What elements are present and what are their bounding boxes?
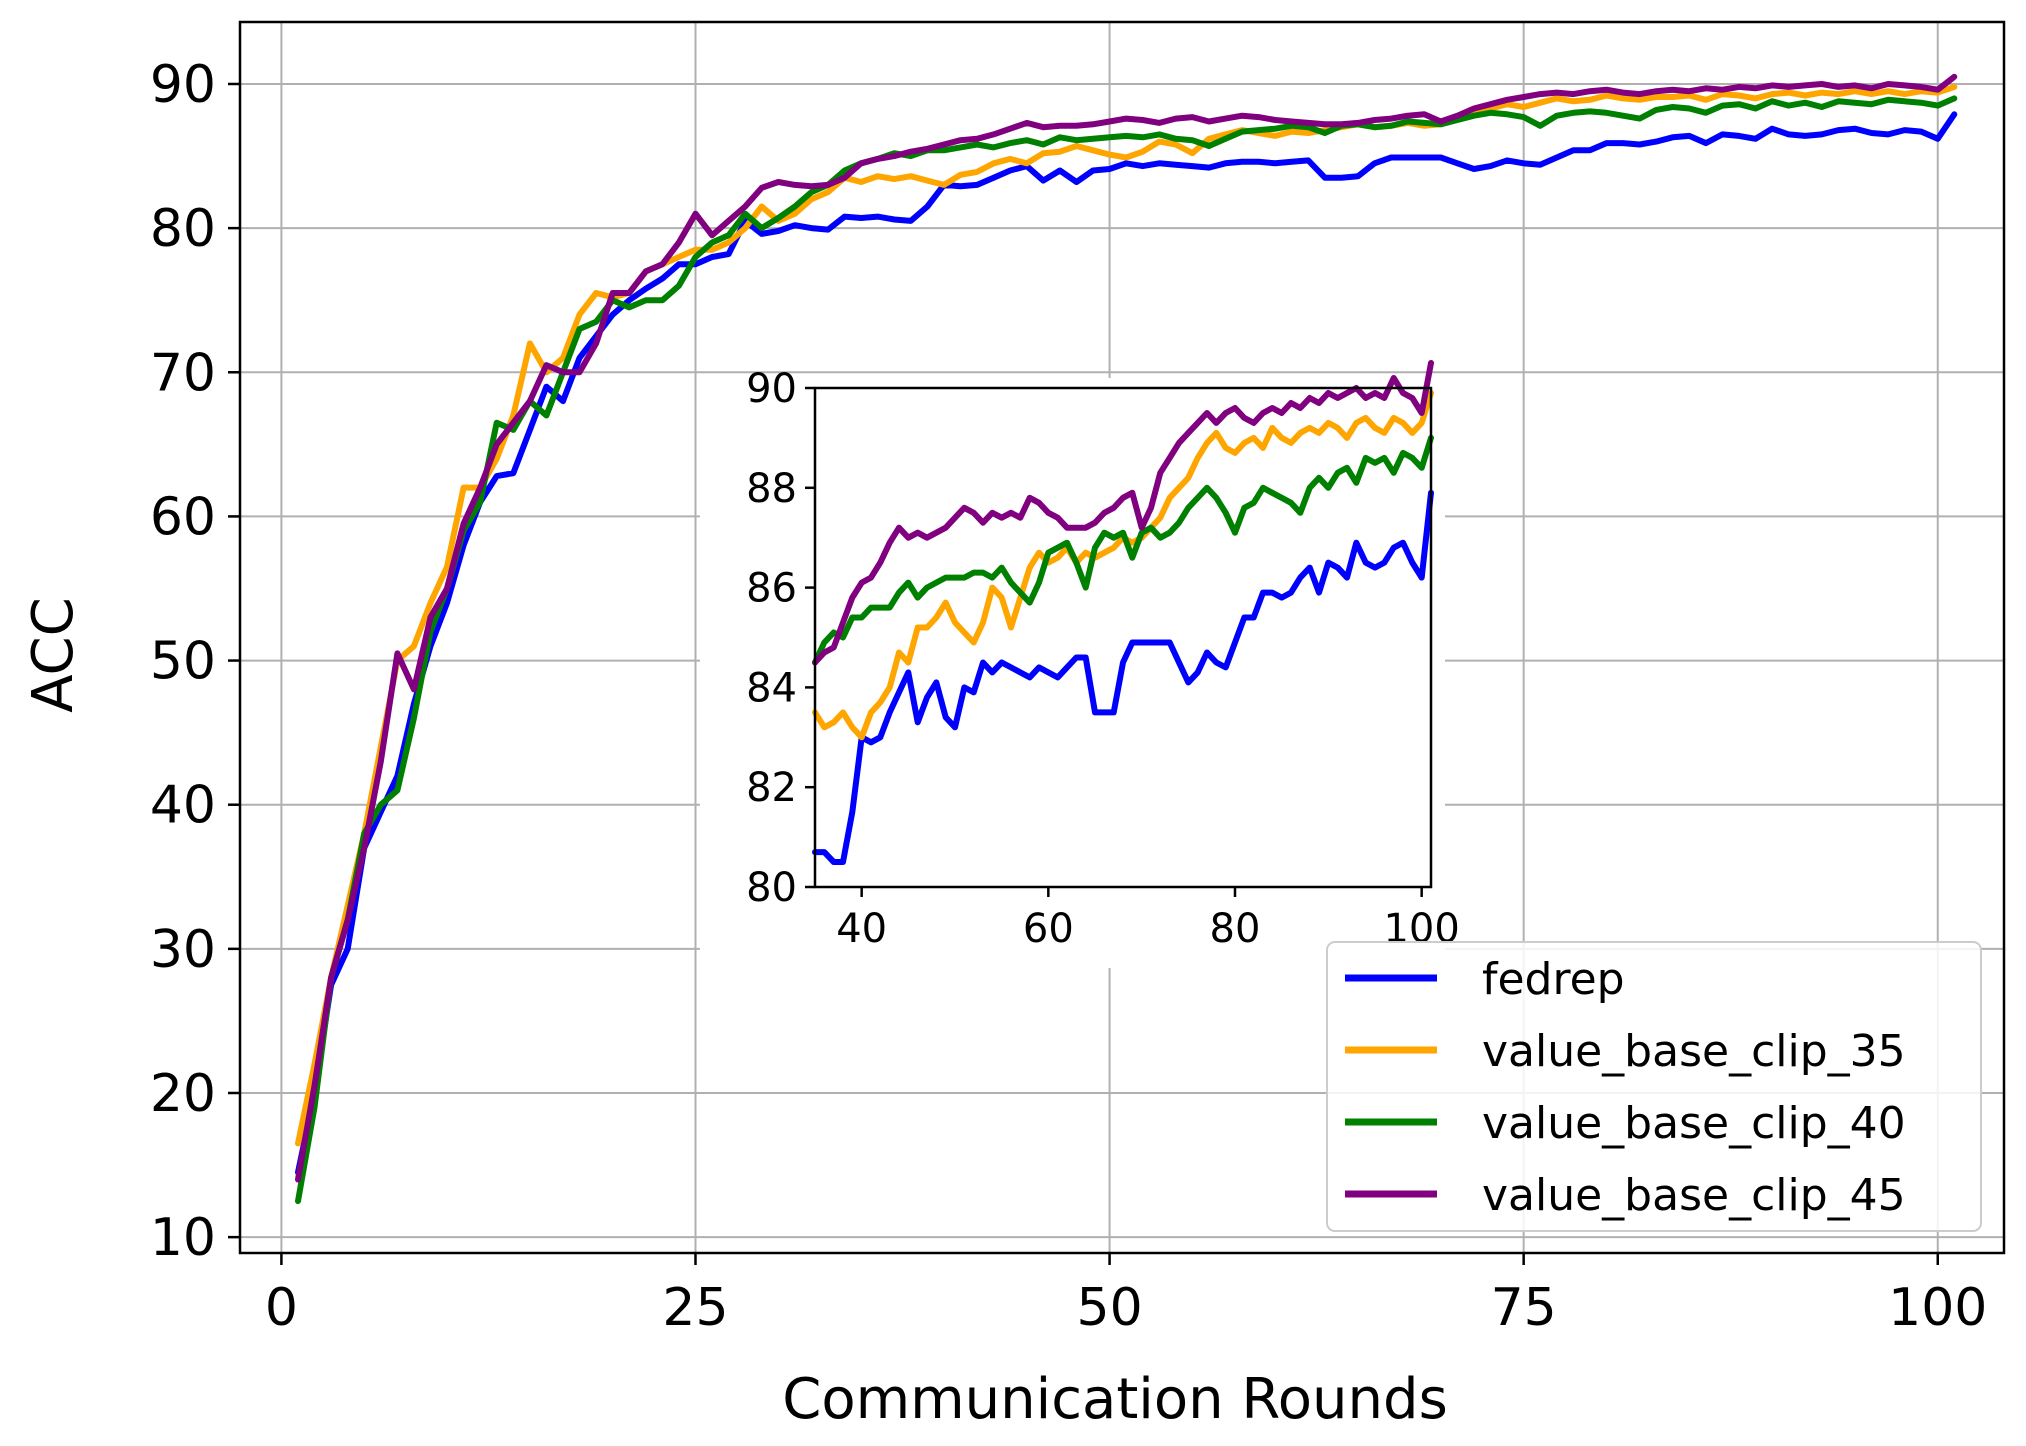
y-tick-label: 70 (150, 343, 216, 403)
inset-y-tick-label: 88 (746, 466, 797, 512)
inset-y-tick-label: 90 (746, 366, 797, 412)
x-tick-label: 25 (662, 1278, 728, 1338)
inset-series-line-value-base-clip-40 (812, 434, 1434, 666)
x-tick-label: 50 (1076, 1278, 1142, 1338)
legend-box (1326, 941, 1982, 1232)
inset-series-line-fedrep (812, 489, 1434, 865)
inset-y-tick-label: 86 (746, 566, 797, 612)
y-tick-label: 40 (150, 776, 216, 836)
inset-x-tick-label: 60 (1023, 906, 1074, 952)
y-tick-label: 80 (150, 199, 216, 259)
x-tick-label: 100 (1888, 1278, 1987, 1338)
inset-plot-area (812, 360, 1434, 865)
legend: fedrep value_base_clip_35 value_base_clip_… (1326, 941, 1982, 1232)
x-axis-label: Communication Rounds (782, 1367, 1448, 1432)
y-tick-label: 90 (150, 55, 216, 115)
legend-label: fedrep (1482, 954, 1625, 1005)
series-line-value-base-clip-45 (295, 73, 1958, 1183)
legend-label: value_base_clip_35 (1482, 1026, 1906, 1077)
main-axes: 0 25 50 75 100 10 20 30 40 50 60 70 80 90 (150, 20, 2006, 1338)
series-line-value-base-clip-35 (295, 83, 1958, 1147)
inset-y-tick-label: 80 (746, 865, 797, 911)
inset-x-tick-label: 80 (1210, 906, 1261, 952)
y-tick-label: 50 (150, 632, 216, 692)
x-tick-label: 0 (265, 1278, 298, 1338)
legend-item: fedrep (1345, 954, 1625, 1005)
main-plot-area (295, 73, 1958, 1205)
inset-x-tick-label: 40 (836, 906, 887, 952)
inset-y-tick-label: 82 (746, 765, 797, 811)
main-plot-frame (238, 20, 2006, 1255)
y-axis-label: ACC (21, 597, 86, 713)
inset-series-line-value-base-clip-45 (812, 360, 1434, 666)
inset-y-tick-label: 84 (746, 665, 797, 711)
legend-label: value_base_clip_40 (1482, 1098, 1906, 1149)
inset-background (700, 378, 1445, 968)
y-tick-label: 60 (150, 487, 216, 547)
legend-label: value_base_clip_45 (1482, 1170, 1906, 1221)
y-tick-label: 30 (150, 920, 216, 980)
inset-frame (813, 386, 1433, 889)
y-tick-label: 20 (150, 1064, 216, 1124)
y-tick-label: 10 (150, 1208, 216, 1268)
series-line-value-base-clip-40 (295, 95, 1958, 1205)
legend-item: value_base_clip_45 (1345, 1170, 1906, 1221)
x-tick-label: 75 (1491, 1278, 1557, 1338)
legend-item: value_base_clip_35 (1345, 1026, 1906, 1077)
legend-item: value_base_clip_40 (1345, 1098, 1906, 1149)
